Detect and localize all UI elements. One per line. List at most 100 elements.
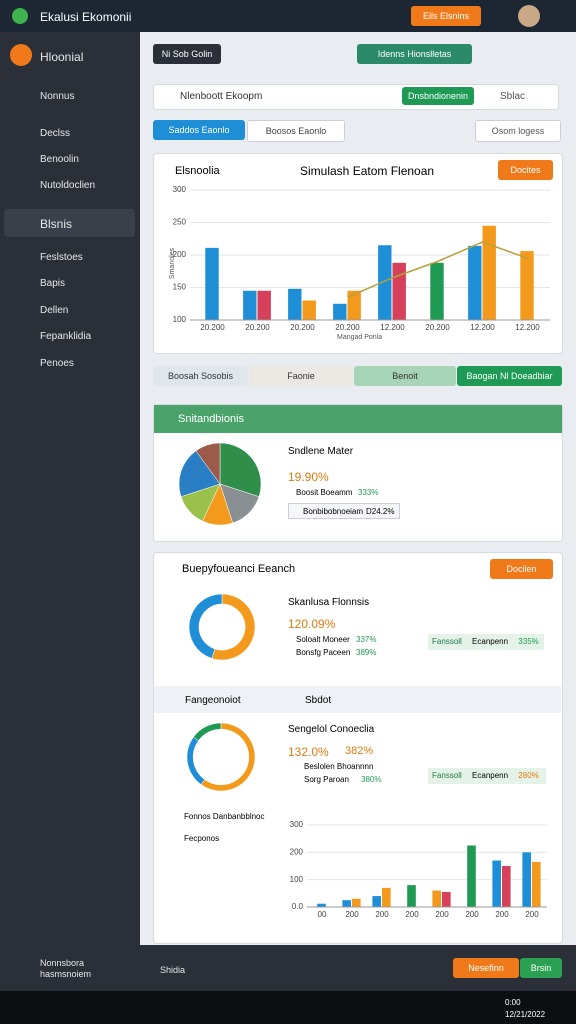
footer-primary[interactable]: Nesefinn	[453, 958, 519, 978]
footer-subtitle: hasmsnoiem	[40, 969, 92, 979]
chart-button[interactable]: Docites	[498, 160, 553, 180]
primary-button[interactable]: Idenns Hionslletas	[357, 44, 472, 64]
slice	[188, 593, 223, 659]
x-tick-label: 20.200	[200, 323, 225, 332]
sidebar-header: Hloonial	[40, 50, 84, 64]
sidebar	[0, 32, 140, 945]
title-button[interactable]: Eils Elsnins	[411, 6, 481, 26]
bar	[468, 245, 482, 320]
action[interactable]: Boosah Sosobis	[153, 366, 248, 386]
x-tick-label: 12.200	[515, 323, 540, 332]
app-icon	[12, 8, 28, 24]
pie-row-label: Bonbibobnoeiam	[303, 507, 364, 516]
tab[interactable]: Ni Sob Golin	[153, 44, 221, 64]
bar	[467, 845, 476, 907]
nav-item[interactable]: Benoolin	[40, 154, 79, 165]
search-bar[interactable]	[153, 84, 559, 110]
x-tick-label: 200	[375, 910, 389, 919]
bar	[502, 866, 511, 907]
x-tick-label: 12.200	[470, 323, 495, 332]
nav-item[interactable]: Nonnus	[40, 91, 75, 102]
search-button[interactable]: Dnsbndionenin	[402, 87, 474, 105]
bar	[492, 860, 501, 907]
slice	[219, 442, 262, 497]
donut-subtitle: Skanlusa Flonnsis	[288, 597, 370, 608]
chart-title: Simulash Eatom Flenoan	[300, 164, 435, 178]
select[interactable]: Osom logess	[475, 120, 561, 142]
slice	[195, 442, 221, 485]
pie-header	[154, 405, 562, 433]
footer-secondary[interactable]: Brsin	[520, 958, 562, 978]
x-tick-label: 00	[318, 910, 327, 919]
bar	[372, 896, 381, 907]
badge-label: Fanssoll	[432, 771, 462, 780]
bar	[257, 290, 271, 320]
nav-sub-item[interactable]: Feslstoes	[40, 252, 83, 263]
bar	[205, 247, 219, 320]
sub-tab[interactable]: Sbdot	[305, 695, 332, 706]
pie-subtitle: Sndlene Mater	[288, 446, 354, 457]
taskbar	[0, 991, 576, 1024]
bar	[520, 251, 534, 320]
donut2-big: 132.0%	[288, 745, 329, 759]
bar	[430, 262, 444, 320]
nav-sub-item[interactable]: Dellen	[40, 305, 69, 316]
y-tick-label: 150	[173, 283, 187, 292]
bar	[378, 245, 392, 320]
badge-text: Ecanpenn	[472, 637, 509, 646]
sub-tab[interactable]: Fangeonoiot	[185, 695, 241, 706]
legend-item: Fecponos	[184, 834, 220, 843]
donut2-big-b: 382%	[345, 745, 374, 757]
donut-chart-2	[186, 722, 256, 792]
toggle[interactable]: Sblac	[500, 91, 526, 102]
main-chart: 100 150 200 250 300 20.200 20.200 20.200 20.200 1…	[173, 185, 550, 332]
pie-row-label: Boosit Boeamm	[296, 488, 353, 497]
app-name: Ekalusi Ekomonii	[40, 10, 132, 24]
bar	[532, 861, 541, 907]
clock-date: 12/21/2022	[505, 1010, 546, 1019]
action[interactable]: Faonie	[249, 366, 353, 386]
donut2-row-value: 380%	[361, 775, 382, 784]
filter-tab[interactable]: Saddos Eaonlo	[153, 120, 245, 140]
donut2-row-label: Sorg Paroan	[304, 775, 349, 784]
badge-label: Fanssoll	[432, 637, 462, 646]
legend-item: Fonnos Danbanbblnoc	[184, 812, 265, 821]
avatar[interactable]	[518, 5, 540, 27]
nav-sub-item[interactable]: Fepanklidia	[40, 331, 92, 342]
sub-tab-bar	[154, 686, 561, 713]
donut2-badge: Fanssoll Ecanpenn 280%	[428, 768, 546, 784]
nav-section[interactable]: Blsnis	[40, 217, 73, 231]
donut-button[interactable]: Docilen	[490, 559, 553, 579]
x-tick-label: 200	[345, 910, 359, 919]
filter-tab[interactable]: Boosos Eaonlo	[247, 120, 345, 142]
x-tick-label: 20.200	[335, 323, 360, 332]
y-tick-label: 100	[290, 875, 304, 884]
bar	[342, 900, 351, 907]
slice	[186, 736, 205, 785]
x-tick-label: 200	[405, 910, 419, 919]
pie-chart	[178, 442, 262, 526]
action[interactable]: Baogan Nl Doeadbiar	[457, 366, 562, 386]
bar	[347, 290, 361, 320]
nav-sub-item[interactable]: Bapis	[40, 278, 66, 289]
y-tick-label: 100	[173, 315, 187, 324]
footer-action[interactable]: Shidia	[160, 965, 186, 975]
action[interactable]: Benoit	[354, 366, 456, 386]
donut-row-label: Bonsfg Paceen	[296, 648, 351, 657]
bar	[333, 303, 347, 320]
x-tick-label: 200	[435, 910, 449, 919]
bar	[392, 262, 406, 320]
trend-line	[347, 241, 528, 298]
nav-item[interactable]: Nutoldoclien	[40, 180, 96, 191]
donut-title: Buepyfoueanci Eeanch	[182, 563, 296, 575]
nav-sub-item[interactable]: Penoes	[40, 358, 74, 369]
donut-badge: Fanssoll Ecanpenn 335%	[428, 634, 544, 650]
donut-row-value: 337%	[356, 635, 377, 644]
nav-section-bg	[4, 209, 135, 237]
donut2-row-label: Beslolen Bhoannnn	[304, 762, 374, 771]
pie-row-box	[288, 503, 400, 519]
y-tick-label: 0.0	[292, 902, 304, 911]
nav-item[interactable]: Declss	[40, 128, 71, 139]
pie-title: Snitandbionis	[178, 413, 245, 425]
bar	[317, 903, 326, 907]
